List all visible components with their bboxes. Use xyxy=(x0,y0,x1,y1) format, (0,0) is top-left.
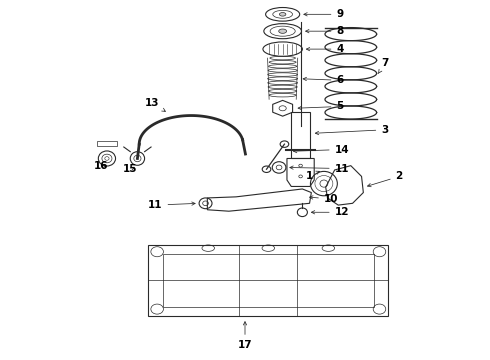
Text: 5: 5 xyxy=(298,102,343,112)
Text: 15: 15 xyxy=(123,164,138,174)
Text: 17: 17 xyxy=(238,322,252,350)
Bar xyxy=(148,244,389,316)
Text: 4: 4 xyxy=(306,44,344,54)
Text: 9: 9 xyxy=(304,9,343,19)
Text: 11: 11 xyxy=(148,200,195,210)
Text: 2: 2 xyxy=(368,171,403,187)
Text: 7: 7 xyxy=(378,58,389,73)
Ellipse shape xyxy=(279,29,287,33)
Bar xyxy=(97,141,117,145)
Bar xyxy=(163,253,374,307)
Bar xyxy=(291,112,310,158)
Text: 6: 6 xyxy=(303,75,343,85)
Text: 13: 13 xyxy=(145,98,166,111)
Text: 3: 3 xyxy=(316,125,389,135)
Text: 14: 14 xyxy=(294,144,349,154)
Text: 11: 11 xyxy=(290,163,349,174)
Text: 1: 1 xyxy=(306,171,319,181)
Text: 16: 16 xyxy=(94,161,109,171)
Text: 8: 8 xyxy=(306,26,343,36)
Text: 10: 10 xyxy=(310,194,339,204)
Text: 12: 12 xyxy=(311,207,349,217)
Ellipse shape xyxy=(279,13,286,16)
